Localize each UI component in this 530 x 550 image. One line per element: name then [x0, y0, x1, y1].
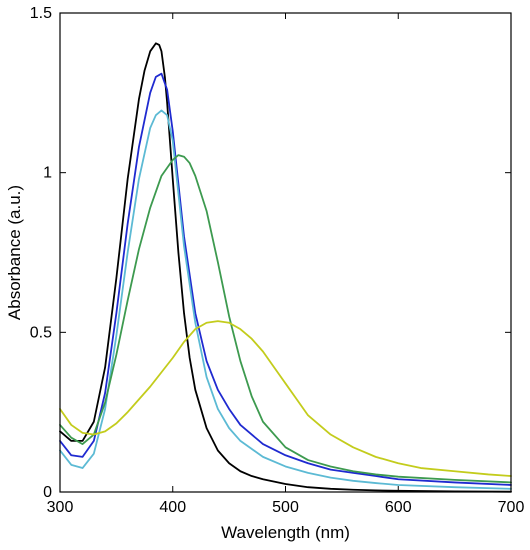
- series-line-5: [59, 320, 512, 477]
- x-tick-label: 400: [159, 499, 186, 516]
- axis-ticks: 300 400 500 600 700 0 0.5 1 1.5: [30, 5, 525, 516]
- series-line-1: [59, 42, 512, 493]
- y-tick-label: 0.5: [30, 324, 52, 341]
- y-tick-label: 1: [43, 165, 52, 182]
- x-tick-label: 300: [47, 499, 74, 516]
- y-tick-label: 0: [43, 484, 52, 501]
- x-tick-label: 500: [272, 499, 299, 516]
- series-line-3: [59, 109, 512, 490]
- series-lines: [59, 42, 512, 493]
- series-line-4: [59, 154, 512, 484]
- y-tick-label: 1.5: [30, 5, 52, 22]
- y-axis-label: Absorbance (a.u.): [5, 185, 24, 320]
- x-axis-label: Wavelength (nm): [221, 523, 350, 542]
- series-line-2: [59, 72, 512, 486]
- x-tick-label: 700: [498, 499, 525, 516]
- x-tick-label: 600: [385, 499, 412, 516]
